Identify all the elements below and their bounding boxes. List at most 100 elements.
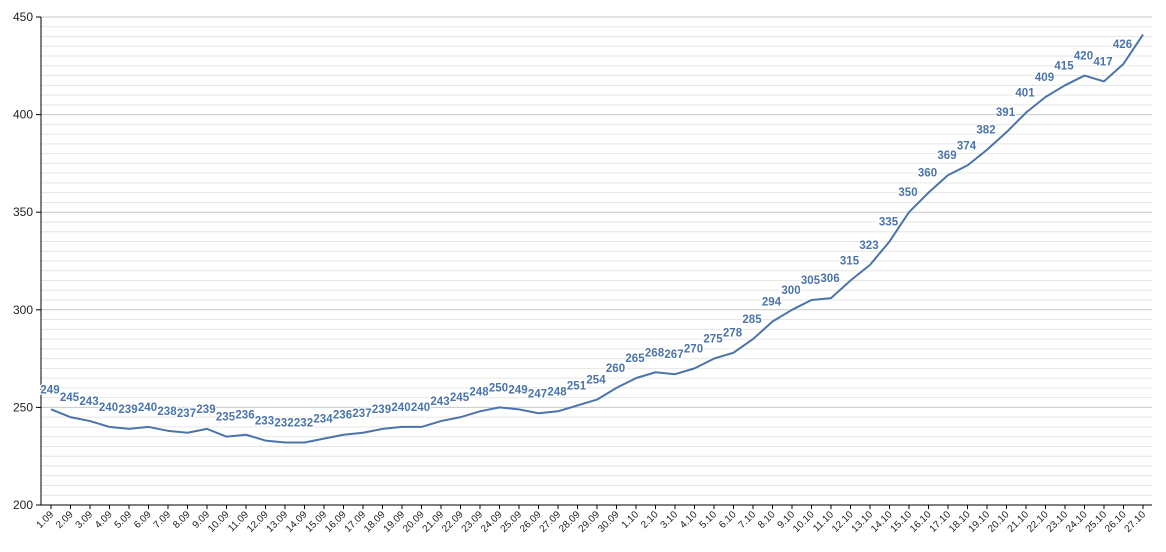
x-tick-label: 21.09 — [421, 509, 447, 535]
y-tick-label: 450 — [13, 10, 33, 24]
data-label: 267 — [664, 349, 683, 361]
data-label: 360 — [918, 168, 937, 180]
x-tick-label: 1.09 — [35, 509, 57, 531]
data-label: 236 — [235, 410, 254, 422]
data-label: 232 — [294, 418, 313, 430]
x-tick-label: 8.10 — [756, 509, 778, 531]
data-label: 417 — [1093, 56, 1112, 68]
x-tick-label: 25.10 — [1084, 509, 1110, 535]
x-tick-label: 24.09 — [479, 509, 505, 535]
series — [50, 34, 1144, 444]
data-label: 240 — [99, 402, 118, 414]
data-label: 249 — [508, 384, 527, 396]
data-label: 374 — [957, 140, 977, 152]
data-label: 415 — [1054, 60, 1074, 72]
x-axis-tick-labels: 1.092.093.094.095.096.097.098.099.0910.0… — [35, 509, 1149, 535]
data-label: 232 — [274, 418, 293, 430]
data-label: 243 — [79, 396, 98, 408]
data-label: 235 — [216, 412, 236, 424]
x-tick-label: 7.10 — [737, 509, 759, 531]
x-tick-label: 10.10 — [791, 509, 817, 535]
axes — [36, 16, 1152, 509]
data-label: 243 — [430, 396, 449, 408]
x-tick-label: 18.09 — [362, 509, 388, 535]
data-label: 245 — [60, 392, 80, 404]
data-label: 234 — [313, 414, 333, 426]
data-label: 315 — [840, 256, 860, 268]
x-tick-label: 14.10 — [869, 509, 895, 535]
x-tick-label: 17.09 — [343, 509, 369, 535]
y-tick-label: 300 — [13, 303, 33, 317]
grid — [41, 16, 1152, 506]
x-tick-label: 30.09 — [596, 509, 622, 535]
y-tick-label: 350 — [13, 205, 33, 219]
x-tick-label: 5.09 — [113, 509, 135, 531]
x-tick-label: 4.10 — [678, 509, 700, 531]
x-tick-label: 16.10 — [908, 509, 934, 535]
x-tick-label: 4.09 — [93, 509, 115, 531]
x-tick-label: 12.10 — [830, 509, 856, 535]
data-label: 306 — [820, 273, 839, 285]
x-tick-label: 20.09 — [401, 509, 427, 535]
x-tick-label: 29.09 — [577, 509, 603, 535]
x-tick-label: 27.10 — [1123, 509, 1149, 535]
x-tick-label: 6.09 — [132, 509, 154, 531]
data-label: 240 — [391, 402, 410, 414]
x-tick-label: 3.10 — [659, 509, 681, 531]
data-label: 233 — [255, 416, 274, 428]
data-label: 250 — [489, 382, 508, 394]
x-tick-label: 26.09 — [518, 509, 544, 535]
x-tick-label: 3.09 — [74, 509, 96, 531]
data-label: 239 — [118, 404, 137, 416]
x-tick-label: 5.10 — [698, 509, 720, 531]
x-tick-label: 20.10 — [986, 509, 1012, 535]
data-label: 260 — [606, 363, 625, 375]
x-tick-label: 23.09 — [460, 509, 486, 535]
x-tick-label: 2.10 — [639, 509, 661, 531]
data-label: 300 — [781, 285, 800, 297]
x-tick-label: 22.10 — [1025, 509, 1051, 535]
x-tick-label: 24.10 — [1064, 509, 1090, 535]
data-label: 369 — [937, 150, 956, 162]
x-tick-label: 22.09 — [440, 509, 466, 535]
x-tick-label: 25.09 — [499, 509, 525, 535]
x-tick-label: 14.09 — [284, 509, 310, 535]
data-label: 409 — [1035, 72, 1054, 84]
x-tick-label: 21.10 — [1006, 509, 1032, 535]
x-tick-label: 6.10 — [717, 509, 739, 531]
data-label: 285 — [742, 314, 762, 326]
y-tick-label: 250 — [13, 400, 33, 414]
x-tick-label: 23.10 — [1045, 509, 1071, 535]
data-label: 237 — [352, 408, 371, 420]
data-label: 237 — [177, 408, 196, 420]
x-tick-label: 13.10 — [850, 509, 876, 535]
series-line — [50, 34, 1144, 444]
data-label: 238 — [157, 406, 177, 418]
data-label: 239 — [196, 404, 215, 416]
data-label: 248 — [547, 386, 567, 398]
y-tick-label: 200 — [13, 498, 33, 512]
x-tick-label: 19.09 — [382, 509, 408, 535]
x-tick-label: 12.09 — [245, 509, 271, 535]
data-label: 401 — [1015, 88, 1035, 100]
x-tick-label: 2.09 — [54, 509, 76, 531]
data-label: 426 — [1113, 39, 1132, 51]
x-tick-label: 26.10 — [1103, 509, 1129, 535]
data-label: 251 — [567, 380, 587, 392]
data-label: 323 — [859, 240, 878, 252]
data-label: 350 — [898, 187, 917, 199]
data-label: 278 — [723, 328, 743, 340]
x-tick-label: 18.10 — [947, 509, 973, 535]
x-tick-label: 15.10 — [889, 509, 915, 535]
data-label: 305 — [801, 275, 821, 287]
x-tick-label: 19.10 — [967, 509, 993, 535]
x-tick-label: 15.09 — [304, 509, 330, 535]
x-tick-label: 10.09 — [206, 509, 232, 535]
data-label: 254 — [586, 375, 606, 387]
data-label: 265 — [625, 353, 645, 365]
data-label: 275 — [703, 334, 723, 346]
data-label: 236 — [333, 410, 352, 422]
x-tick-label: 13.09 — [265, 509, 291, 535]
